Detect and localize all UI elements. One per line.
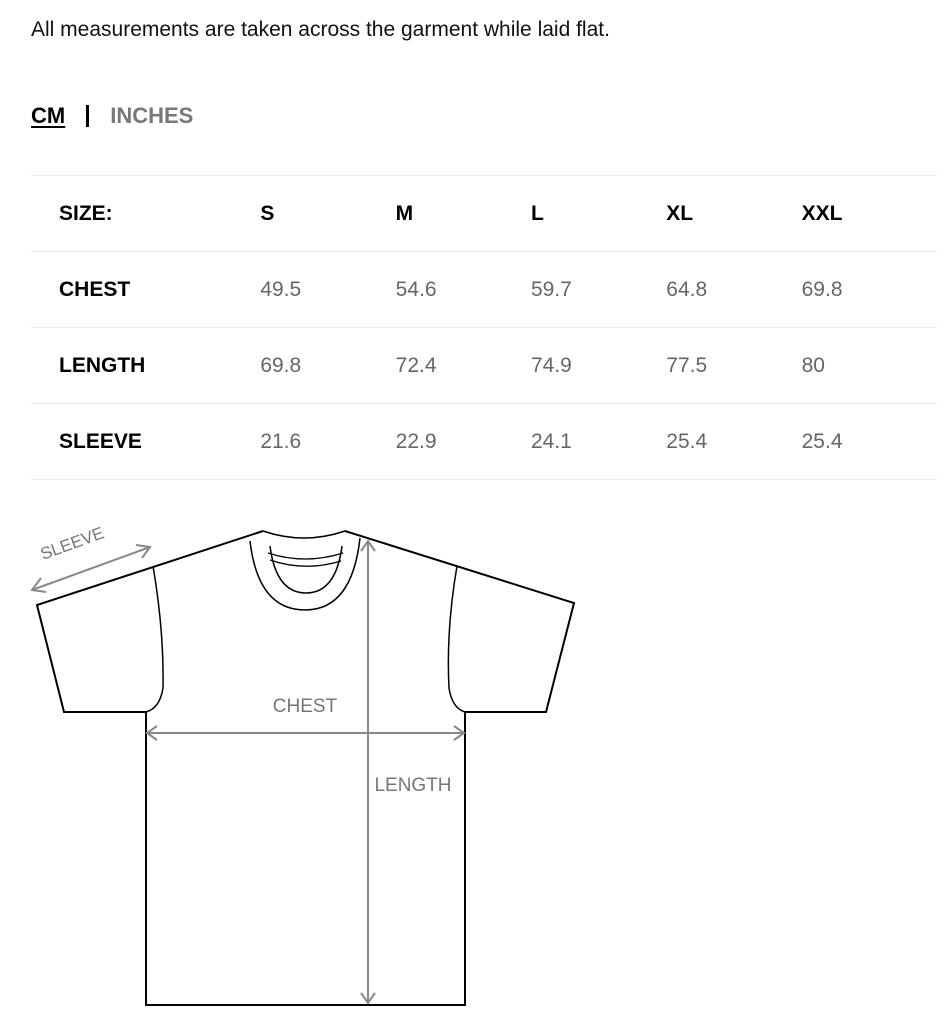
row-label: LENGTH bbox=[59, 353, 146, 377]
size-xxl: XXL bbox=[801, 201, 843, 225]
table-row: LENGTH 69.8 72.4 74.9 77.5 80 bbox=[31, 327, 937, 404]
size-table: SIZE: S M L XL XXL CHEST 49.5 54.6 59.7 … bbox=[31, 175, 937, 480]
cell: 54.6 bbox=[395, 277, 437, 301]
tshirt-diagram: SLEEVE CHEST LENGTH bbox=[30, 523, 576, 1006]
tshirt-outline bbox=[35, 530, 576, 1006]
cell: 22.9 bbox=[395, 429, 437, 453]
measure-arrows bbox=[30, 539, 466, 1005]
size-s: S bbox=[260, 201, 275, 225]
cell: 69.8 bbox=[801, 277, 843, 301]
cell: 72.4 bbox=[395, 353, 437, 377]
table-header-row: SIZE: S M L XL XXL bbox=[31, 175, 937, 252]
cell: 25.4 bbox=[666, 429, 708, 453]
cell: 64.8 bbox=[666, 277, 708, 301]
table-row: SLEEVE 21.6 22.9 24.1 25.4 25.4 bbox=[31, 403, 937, 480]
cell: 74.9 bbox=[530, 353, 572, 377]
intro-text: All measurements are taken across the ga… bbox=[31, 18, 610, 41]
cell: 49.5 bbox=[260, 277, 302, 301]
cell: 25.4 bbox=[801, 429, 843, 453]
table-row: CHEST 49.5 54.6 59.7 64.8 69.8 bbox=[31, 251, 937, 328]
header-label: SIZE: bbox=[59, 201, 113, 225]
cell: 77.5 bbox=[666, 353, 708, 377]
unit-divider bbox=[86, 105, 90, 127]
unit-toggle: CM INCHES bbox=[31, 103, 193, 129]
unit-cm-tab[interactable]: CM bbox=[31, 103, 66, 128]
length-label: LENGTH bbox=[374, 775, 451, 796]
row-label: SLEEVE bbox=[59, 429, 142, 453]
cell: 21.6 bbox=[260, 429, 302, 453]
size-l: L bbox=[530, 201, 544, 225]
size-m: M bbox=[395, 201, 414, 225]
unit-inches-tab[interactable]: INCHES bbox=[110, 103, 194, 128]
cell: 24.1 bbox=[530, 429, 572, 453]
cell: 59.7 bbox=[530, 277, 572, 301]
cell: 80 bbox=[801, 353, 825, 377]
chest-label: CHEST bbox=[273, 696, 338, 717]
row-label: CHEST bbox=[59, 277, 131, 301]
cell: 69.8 bbox=[260, 353, 302, 377]
sleeve-label: SLEEVE bbox=[38, 523, 107, 563]
size-xl: XL bbox=[666, 201, 694, 225]
